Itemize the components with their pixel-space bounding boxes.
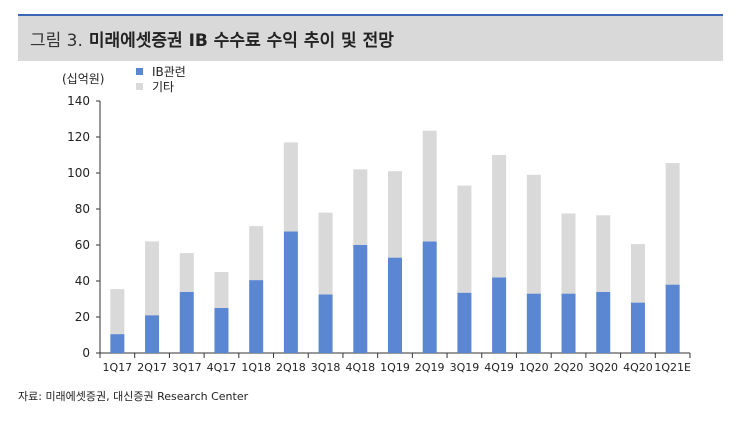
- figure-label: 그림 3.: [30, 31, 83, 51]
- bar-ib: [526, 293, 541, 353]
- x-tick-label: 3Q18: [311, 361, 341, 374]
- title-top-rule: [18, 14, 723, 16]
- bar-ib: [318, 294, 333, 353]
- bar-other: [526, 174, 541, 294]
- figure-title-text: 미래에셋증권 IB 수수료 수익 추이 및 전망: [88, 31, 394, 51]
- figure-title: 그림 3. 미래에셋증권 IB 수수료 수익 추이 및 전망: [30, 26, 394, 51]
- x-tick-label: 4Q18: [345, 361, 375, 374]
- bar-other: [110, 289, 125, 335]
- bar-ib: [353, 245, 368, 353]
- bar-ib: [110, 334, 125, 353]
- bar-other: [283, 142, 298, 232]
- bar-ib: [596, 291, 611, 353]
- legend-swatch: [136, 83, 143, 90]
- y-tick-label: 80: [75, 202, 90, 216]
- source-note: 자료: 미래에셋증권, 대신증권 Research Center: [18, 390, 249, 403]
- bar-other: [596, 215, 611, 292]
- bar-other: [630, 244, 645, 303]
- x-tick-label: 2Q18: [276, 361, 306, 374]
- chart-container: 0 20 40 60 80 100 120 140 (십억원) 1Q17 2Q17 3Q17 4Q17 1…: [0, 61, 745, 381]
- bar-ib: [492, 277, 507, 353]
- x-tick-label: 4Q17: [207, 361, 237, 374]
- bar-other: [179, 253, 194, 292]
- bar-other: [388, 171, 402, 258]
- y-tick-label: 120: [67, 130, 90, 144]
- y-tick-label: 40: [75, 274, 90, 288]
- x-tick-label: 1Q17: [103, 361, 133, 374]
- y-tick-label: 0: [82, 346, 90, 360]
- x-tick-label: 3Q17: [172, 361, 202, 374]
- bar-ib: [145, 315, 160, 353]
- x-tick-label: 1Q21E: [654, 361, 691, 374]
- x-tick-label: 2Q17: [137, 361, 167, 374]
- bar-ib: [283, 231, 298, 353]
- y-unit-label: (십억원): [62, 72, 104, 86]
- bar-other: [561, 213, 576, 294]
- bar-other: [214, 272, 229, 308]
- bar-other: [492, 155, 507, 278]
- bar-ib: [422, 241, 437, 353]
- bar-other: [353, 169, 368, 245]
- bar-ib: [561, 293, 576, 353]
- title-bar: 그림 3. 미래에셋증권 IB 수수료 수익 추이 및 전망: [18, 16, 723, 61]
- x-tick-label: 4Q19: [484, 361, 514, 374]
- bar-other: [422, 130, 437, 242]
- bar-ib: [665, 284, 680, 353]
- x-tick-label: 3Q20: [588, 361, 618, 374]
- legend-label: IB관련: [152, 65, 186, 79]
- y-tick-label: 60: [75, 238, 90, 252]
- bar-ib: [214, 308, 229, 353]
- y-tick-label: 140: [67, 94, 90, 108]
- bar-other: [318, 212, 333, 295]
- bar-ib: [630, 302, 645, 353]
- x-tick-label: 1Q18: [241, 361, 271, 374]
- bar-other: [665, 163, 680, 285]
- stacked-bar-chart: 0 20 40 60 80 100 120 140 (십억원) 1Q17 2Q17 3Q17 4Q17 1…: [62, 65, 691, 374]
- bar-ib: [457, 292, 472, 353]
- bar-ib: [249, 280, 264, 353]
- bar-other: [249, 226, 264, 281]
- legend-swatch: [136, 68, 143, 75]
- y-tick-label: 20: [75, 310, 90, 324]
- x-tick-label: 2Q20: [554, 361, 584, 374]
- x-tick-label: 1Q19: [380, 361, 410, 374]
- bar-ib: [388, 257, 402, 353]
- x-tick-label: 3Q19: [450, 361, 480, 374]
- bar-ib: [179, 291, 194, 353]
- bar-other: [457, 185, 472, 293]
- x-tick-label: 1Q20: [519, 361, 549, 374]
- legend-label: 기타: [152, 80, 174, 94]
- x-tick-label: 2Q19: [415, 361, 445, 374]
- bar-other: [145, 241, 160, 316]
- y-tick-label: 100: [67, 166, 90, 180]
- x-tick-label: 4Q20: [623, 361, 653, 374]
